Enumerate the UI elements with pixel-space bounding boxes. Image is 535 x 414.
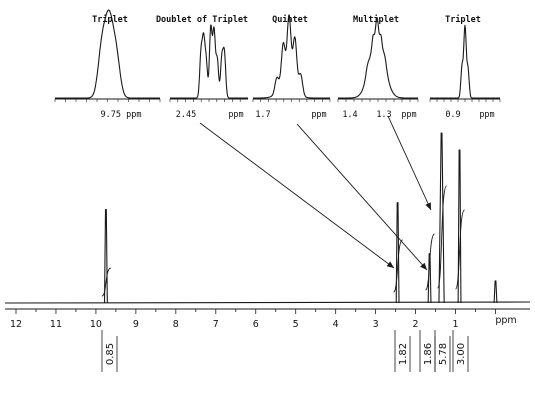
integral-curve-2 bbox=[425, 233, 436, 291]
pointer-arrow-head bbox=[386, 261, 394, 268]
pointer-arrow-head bbox=[420, 262, 427, 270]
inset-tick-label: ppm bbox=[479, 110, 494, 120]
inset-tick-label: 1.4 bbox=[342, 110, 357, 120]
integral-curve-3 bbox=[437, 185, 447, 289]
inset-tick-label: 1.3 bbox=[376, 110, 391, 120]
x-axis-unit-label: ppm bbox=[495, 315, 516, 326]
integral-curve-4 bbox=[455, 209, 465, 290]
inset-title: Triplet bbox=[92, 14, 128, 25]
spectrum-baseline bbox=[4, 301, 531, 304]
inset-title: Doublet of Triplet bbox=[156, 14, 248, 25]
x-tick-label: 11 bbox=[50, 319, 62, 330]
pointer-arrow-line bbox=[296, 123, 428, 271]
x-tick-label: 10 bbox=[90, 319, 102, 330]
pointer-arrow-line bbox=[199, 122, 395, 269]
inset-tick-label: 1.7 bbox=[255, 110, 270, 120]
x-tick-label: 8 bbox=[173, 319, 179, 330]
x-tick-label: 9 bbox=[133, 319, 139, 330]
inset-tick-label: ppm bbox=[311, 110, 326, 120]
spectrum-peak-0 bbox=[103, 208, 108, 304]
x-tick-label: 6 bbox=[253, 319, 259, 330]
x-axis-layer: 12 11 10 9 8 7 6 5 4 3 2 1 ppm bbox=[5, 308, 530, 330]
x-tick-label: 3 bbox=[373, 319, 379, 330]
inset-tick-label: 0.9 bbox=[445, 110, 460, 120]
integral-value-label: 3.00 bbox=[456, 343, 467, 365]
x-tick-label: 2 bbox=[413, 319, 419, 330]
spectrum-peak-5 bbox=[493, 280, 498, 304]
inset-tick-label: ppm bbox=[401, 110, 416, 120]
integral-value-label: 1.82 bbox=[398, 343, 409, 365]
pointer-arrow-line bbox=[387, 115, 432, 211]
integral-value-label: 0.85 bbox=[105, 343, 116, 365]
main-spectrum-layer bbox=[4, 132, 531, 304]
insets-layer: Triplet 9.75 ppm Doublet of Triplet 2.45 ppm… bbox=[54, 9, 501, 120]
inset-1: Doublet of Triplet 2.45 ppm bbox=[156, 14, 249, 120]
spectrum-peak-4 bbox=[457, 149, 462, 304]
x-tick-label: 12 bbox=[10, 319, 22, 330]
arrows-layer bbox=[199, 115, 432, 271]
inset-trace bbox=[169, 24, 249, 99]
inset-trace bbox=[252, 14, 331, 99]
x-tick-label: 4 bbox=[333, 319, 339, 330]
inset-trace bbox=[55, 9, 160, 99]
inset-trace bbox=[429, 24, 501, 99]
inset-tick-label: 2.45 bbox=[176, 110, 196, 120]
inset-0: Triplet 9.75 ppm bbox=[54, 9, 161, 120]
inset-tick-label: 9.75 ppm bbox=[101, 110, 142, 120]
integral-value-label: 5.78 bbox=[438, 343, 449, 365]
x-tick-label: 1 bbox=[453, 319, 459, 330]
integral-curve-1 bbox=[393, 239, 404, 293]
inset-title: Triplet bbox=[445, 14, 481, 25]
inset-4: Triplet 0.9 ppm bbox=[429, 14, 501, 120]
pointer-arrow-head bbox=[425, 202, 431, 210]
integrals-layer: 0.85 1.82 1.86 5.78 3.00 bbox=[101, 330, 469, 372]
integral-curve-0 bbox=[101, 267, 112, 297]
spectrum-peak-3 bbox=[438, 132, 445, 304]
inset-tick-label: ppm bbox=[228, 110, 243, 120]
inset-trace bbox=[337, 17, 419, 99]
x-tick-label: 5 bbox=[293, 319, 299, 330]
integral-value-label: 1.86 bbox=[423, 343, 434, 365]
x-tick-label: 7 bbox=[213, 319, 219, 330]
